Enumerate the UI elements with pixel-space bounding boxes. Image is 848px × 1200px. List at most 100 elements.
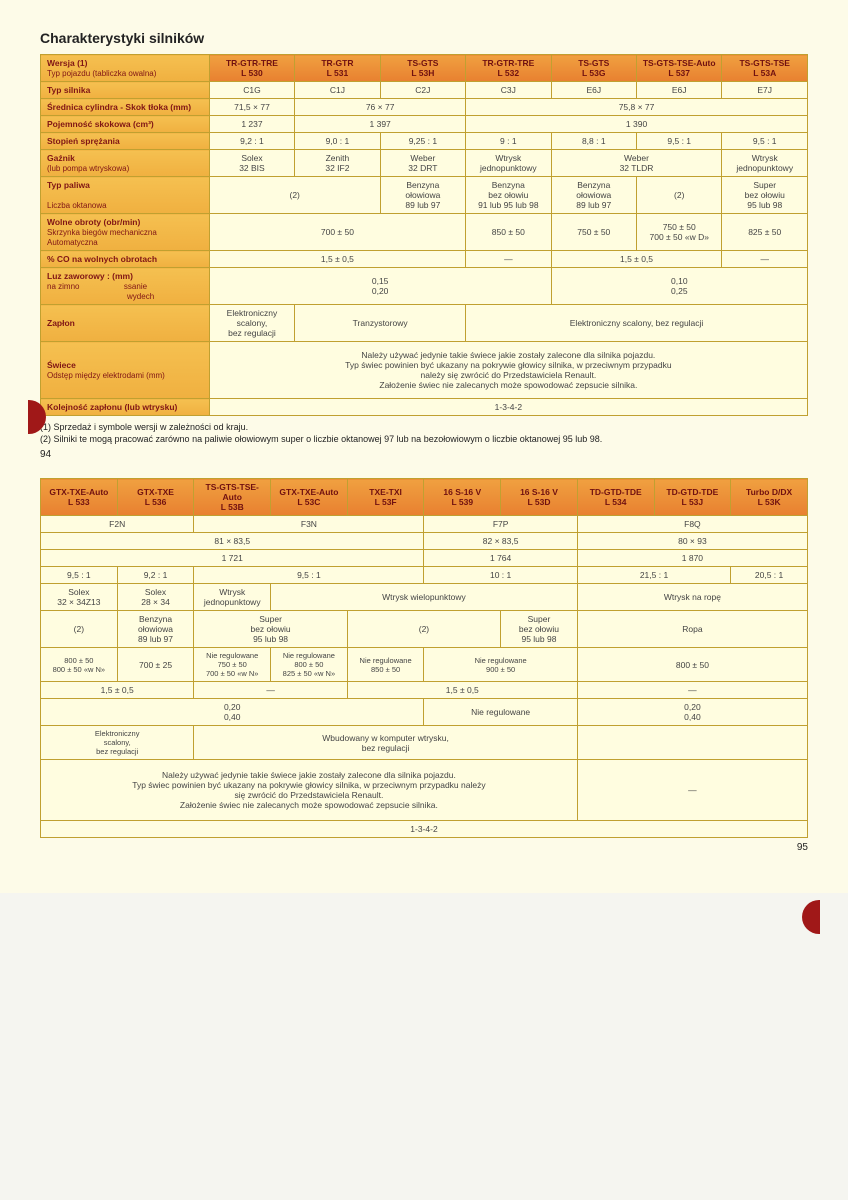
- col-header: TS-GTSL 53H: [380, 55, 465, 82]
- page-tab-right: [802, 900, 820, 934]
- cell: 0,20 0,40: [41, 699, 424, 726]
- row-fuel: Typ paliwaLiczba oktanowa: [41, 177, 210, 214]
- cell: 750 ± 50 700 ± 50 «w D»: [637, 214, 722, 251]
- cell: 1,5 ± 0,5: [347, 682, 577, 699]
- cell: Wtrysk na ropę: [577, 584, 807, 611]
- cell: 9,5 : 1: [41, 567, 118, 584]
- cell: 75,8 × 77: [466, 99, 808, 116]
- col-header: GTX-TXEL 536: [117, 479, 194, 516]
- cell: Wtrysk wielopunktowy: [271, 584, 578, 611]
- col-header: TS-GTS-TSE-AutoL 53B: [194, 479, 271, 516]
- col-header: TS-GTS-TSEL 53A: [722, 55, 808, 82]
- engine-spec-table-2: GTX-TXE-AutoL 533 GTX-TXEL 536 TS-GTS-TS…: [40, 478, 808, 838]
- row-engine-type: Typ silnika: [41, 82, 210, 99]
- cell: Nie regulowane 900 ± 50: [424, 648, 577, 682]
- cell: Nie regulowane 750 ± 50 700 ± 50 «w N»: [194, 648, 271, 682]
- row-order: Kolejność zapłonu (lub wtrysku): [41, 399, 210, 416]
- cell: E6J: [637, 82, 722, 99]
- cell: —: [577, 682, 807, 699]
- cell: Nie regulowane 850 ± 50: [347, 648, 424, 682]
- cell: 800 ± 50: [577, 648, 807, 682]
- row-carb: Gaźnik(lub pompa wtryskowa): [41, 150, 210, 177]
- cell: 71,5 × 77: [209, 99, 294, 116]
- cell: 0,20 0,40: [577, 699, 807, 726]
- cell: Elektroniczny scalony, bez regulacji: [41, 726, 194, 760]
- cell: 1 721: [41, 550, 424, 567]
- cell: 800 ± 50 800 ± 50 «w N»: [41, 648, 118, 682]
- page-number-left: 94: [40, 449, 808, 460]
- col-header: GTX-TXE-AutoL 53C: [271, 479, 348, 516]
- cell: 9 : 1: [466, 133, 551, 150]
- cell: 9,2 : 1: [209, 133, 294, 150]
- cell: 1 237: [209, 116, 294, 133]
- cell: 1-3-4-2: [209, 399, 807, 416]
- cell: 10 : 1: [424, 567, 577, 584]
- cell: (2): [41, 611, 118, 648]
- row-valve: Luz zaworowy : (mm)na zimno ssanie wydec…: [41, 268, 210, 305]
- cell: 82 × 83,5: [424, 533, 577, 550]
- cell: 700 ± 25: [117, 648, 194, 682]
- page-title: Charakterystyki silników: [40, 30, 808, 46]
- footnotes: (1) Sprzedaż i symbole wersji w zależnoś…: [40, 422, 808, 445]
- cell: 9,5 : 1: [194, 567, 424, 584]
- cell: F8Q: [577, 516, 807, 533]
- cell: Super bez ołowiu 95 lub 98: [722, 177, 808, 214]
- cell: F2N: [41, 516, 194, 533]
- cell: 8,8 : 1: [551, 133, 636, 150]
- cell: Wtrysk jednopunktowy: [722, 150, 808, 177]
- cell: —: [466, 251, 551, 268]
- cell: Należy używać jedynie takie świece jakie…: [41, 760, 578, 821]
- cell: Benzyna ołowiowa 89 lub 97: [551, 177, 636, 214]
- row-bore: Średnica cylindra - Skok tłoka (mm): [41, 99, 210, 116]
- cell: 81 × 83,5: [41, 533, 424, 550]
- page-number-right: 95: [40, 842, 808, 853]
- cell: 1 397: [295, 116, 466, 133]
- cell: 825 ± 50: [722, 214, 808, 251]
- cell: F7P: [424, 516, 577, 533]
- row-co: % CO na wolnych obrotach: [41, 251, 210, 268]
- row-idle: Wolne obroty (obr/min)Skrzynka biegów me…: [41, 214, 210, 251]
- col-header: TS-GTS-TSE-AutoL 537: [637, 55, 722, 82]
- cell: Weber 32 TLDR: [551, 150, 722, 177]
- cell: (2): [637, 177, 722, 214]
- cell: 700 ± 50: [209, 214, 465, 251]
- cell: Super bez ołowiu 95 lub 98: [501, 611, 578, 648]
- cell: —: [722, 251, 808, 268]
- cell: —: [577, 760, 807, 821]
- cell: 1,5 ± 0,5: [41, 682, 194, 699]
- cell: 76 × 77: [295, 99, 466, 116]
- cell: 1,5 ± 0,5: [551, 251, 722, 268]
- cell: Weber 32 DRT: [380, 150, 465, 177]
- cell: C1G: [209, 82, 294, 99]
- cell: Należy używać jedynie takie świece jakie…: [209, 342, 807, 399]
- cell: [577, 726, 807, 760]
- col-header: Turbo D/DXL 53K: [731, 479, 808, 516]
- col-header: TR-GTR-TREL 530: [209, 55, 294, 82]
- col-header: TS-GTSL 53G: [551, 55, 636, 82]
- col-header: TXE-TXIL 53F: [347, 479, 424, 516]
- engine-spec-table-1: Wersja (1) Typ pojazdu (tabliczka owalna…: [40, 54, 808, 416]
- cell: 1-3-4-2: [41, 821, 808, 838]
- cell: 1 390: [466, 116, 808, 133]
- col-header: TR-GTR-TREL 532: [466, 55, 551, 82]
- cell: Nie regulowane: [424, 699, 577, 726]
- cell: (2): [347, 611, 500, 648]
- cell: Benzyna bez ołowiu 91 lub 95 lub 98: [466, 177, 551, 214]
- col-header: TD-GTD-TDEL 534: [577, 479, 654, 516]
- cell: Nie regulowane 800 ± 50 825 ± 50 «w N»: [271, 648, 348, 682]
- cell: C3J: [466, 82, 551, 99]
- cell: 9,5 : 1: [637, 133, 722, 150]
- row-disp: Pojemność skokowa (cm³): [41, 116, 210, 133]
- cell: E6J: [551, 82, 636, 99]
- col-header: 16 S-16 VL 539: [424, 479, 501, 516]
- cell: (2): [209, 177, 380, 214]
- cell: 0,10 0,25: [551, 268, 807, 305]
- cell: 1,5 ± 0,5: [209, 251, 465, 268]
- cell: Benzyna ołowiowa 89 lub 97: [117, 611, 194, 648]
- cell: 21,5 : 1: [577, 567, 730, 584]
- cell: F3N: [194, 516, 424, 533]
- cell: Wtrysk jednopunktowy: [466, 150, 551, 177]
- cell: 1 870: [577, 550, 807, 567]
- cell: 9,5 : 1: [722, 133, 808, 150]
- cell: Ropa: [577, 611, 807, 648]
